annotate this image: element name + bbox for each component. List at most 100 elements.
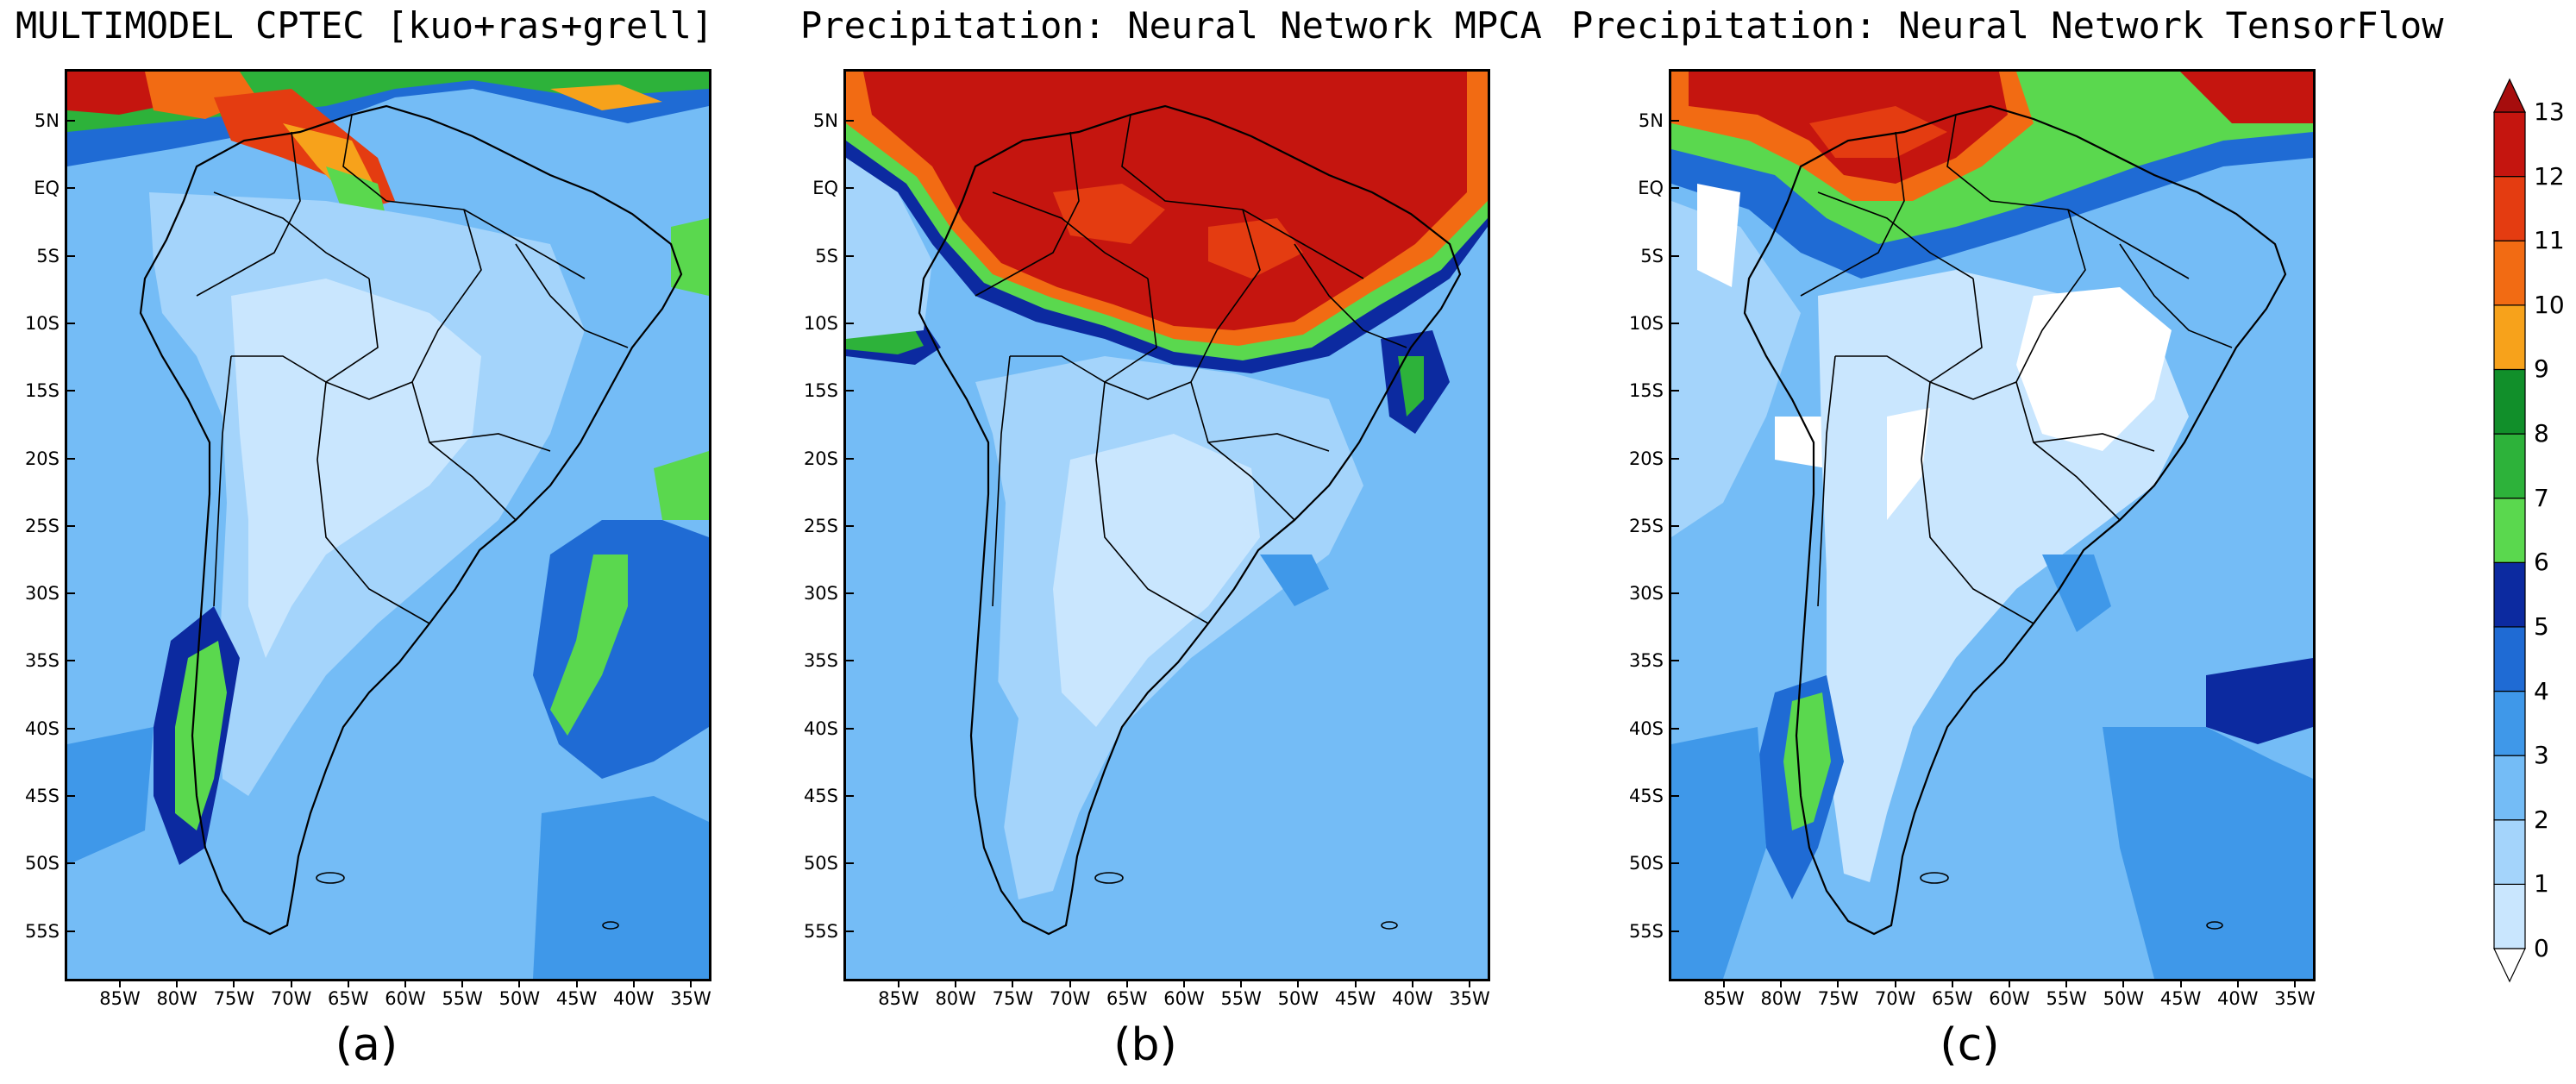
lat-tick-mark — [846, 930, 854, 932]
country-border — [2119, 243, 2233, 348]
panel-b-label: (b) — [1113, 1019, 1177, 1071]
precip-contour — [654, 451, 709, 520]
precip-contour — [1671, 201, 1801, 537]
lat-tick-label: 35S — [24, 650, 60, 672]
lon-tick-label: 65W — [1106, 988, 1148, 1009]
map-b-svg — [846, 72, 1488, 979]
island — [602, 921, 619, 930]
lat-tick-mark — [67, 930, 75, 932]
lat-tick-mark — [846, 322, 854, 324]
lon-tick-label: 70W — [270, 988, 312, 1009]
lat-tick-label: 10S — [803, 312, 838, 334]
lat-tick-label: 20S — [803, 448, 838, 469]
lon-tick-mark — [575, 980, 578, 987]
colorbar-band — [2493, 368, 2526, 435]
lon-tick-label: 45W — [1334, 988, 1376, 1009]
country-border — [1294, 243, 1407, 348]
island — [1381, 921, 1398, 930]
lat-tick-label: 30S — [803, 583, 838, 605]
lat-tick-label: 10S — [1628, 312, 1664, 334]
colorbar-tick-label: 8 — [2534, 419, 2549, 448]
colorbar-max-arrow — [2493, 78, 2526, 113]
lat-tick-label: 15S — [1628, 380, 1664, 402]
lon-tick-label: 75W — [213, 988, 255, 1009]
country-border — [975, 131, 1080, 297]
lat-tick-mark — [67, 660, 75, 662]
lat-tick-mark — [846, 524, 854, 527]
lat-tick-mark — [67, 187, 75, 190]
country-border — [1121, 114, 1244, 210]
lat-tick-mark — [846, 660, 854, 662]
lon-tick-mark — [1240, 980, 1243, 987]
country-border — [1835, 209, 2086, 400]
country-border — [2015, 381, 2121, 521]
colorbar-tick-label: 4 — [2534, 676, 2549, 705]
lat-tick-label: 35S — [803, 650, 838, 672]
country-border — [463, 209, 586, 279]
colorbar-tick-label: 13 — [2534, 97, 2565, 126]
colorbar-band — [2493, 819, 2526, 885]
country-border — [1817, 191, 1974, 279]
precip-contour — [1053, 184, 1165, 244]
island — [2206, 921, 2223, 930]
country-border — [1800, 131, 1905, 297]
lat-tick-mark — [67, 862, 75, 865]
panel-b-title: Precipitation: Neural Network MPCA — [800, 4, 1542, 47]
colorbar-band — [2493, 626, 2526, 692]
lat-tick-label: 55S — [803, 920, 838, 942]
lat-tick-mark — [67, 120, 75, 122]
lon-tick-label: 65W — [1932, 988, 1973, 1009]
lon-tick-mark — [1354, 980, 1357, 987]
lon-tick-mark — [119, 980, 121, 987]
colorbar — [2493, 78, 2526, 983]
lat-tick-label: 20S — [1628, 448, 1664, 469]
lat-tick-label: EQ — [1638, 178, 1664, 199]
lat-tick-mark — [67, 524, 75, 527]
lon-tick-label: 75W — [1817, 988, 1859, 1009]
country-border — [1104, 278, 1157, 383]
lat-tick-mark — [846, 862, 854, 865]
lat-tick-mark — [1671, 795, 1679, 797]
country-border — [1946, 114, 2069, 210]
map-panel-b — [843, 69, 1490, 981]
coastline — [918, 104, 1462, 936]
lon-tick-mark — [2122, 980, 2125, 987]
lon-tick-label: 70W — [1049, 988, 1091, 1009]
lat-tick-mark — [67, 390, 75, 392]
lat-tick-label: 5S — [1640, 245, 1664, 266]
panel-a-title: MULTIMODEL CPTEC [kuo+ras+grell] — [16, 4, 714, 47]
colorbar-tick-label: 2 — [2534, 805, 2549, 834]
lon-tick-mark — [1411, 980, 1413, 987]
colorbar-band — [2493, 240, 2526, 306]
lon-tick-label: 85W — [1703, 988, 1745, 1009]
lon-tick-mark — [955, 980, 957, 987]
precip-contour — [2016, 287, 2172, 451]
lat-tick-mark — [1671, 524, 1679, 527]
lat-tick-label: 50S — [24, 853, 60, 874]
lon-tick-label: 80W — [1760, 988, 1802, 1009]
lon-tick-mark — [290, 980, 292, 987]
lon-tick-mark — [176, 980, 179, 987]
lat-tick-label: 35S — [1628, 650, 1664, 672]
colorbar-tick-label: 1 — [2534, 869, 2549, 899]
lat-tick-mark — [846, 120, 854, 122]
colorbar-tick-label: 12 — [2534, 161, 2565, 191]
lat-tick-label: 5N — [812, 110, 838, 131]
colorbar-tick-label: 0 — [2534, 934, 2549, 962]
lon-tick-label: 55W — [2046, 988, 2087, 1009]
panel-a-label: (a) — [335, 1019, 398, 1071]
colorbar-tick-label: 3 — [2534, 741, 2549, 770]
precip-contour — [1671, 727, 1766, 979]
precip-contour — [67, 727, 154, 865]
lat-tick-label: 5S — [815, 245, 838, 266]
country-border — [325, 278, 379, 383]
lon-tick-mark — [1069, 980, 1071, 987]
country-border — [1095, 381, 1209, 624]
lat-tick-label: 5S — [36, 245, 60, 266]
colorbar-tick-label: 9 — [2534, 354, 2549, 384]
lat-tick-mark — [1671, 322, 1679, 324]
lon-tick-mark — [1125, 980, 1128, 987]
lat-tick-label: 45S — [24, 786, 60, 806]
colorbar-band — [2493, 883, 2526, 949]
colorbar-tick-label: 5 — [2534, 611, 2549, 641]
